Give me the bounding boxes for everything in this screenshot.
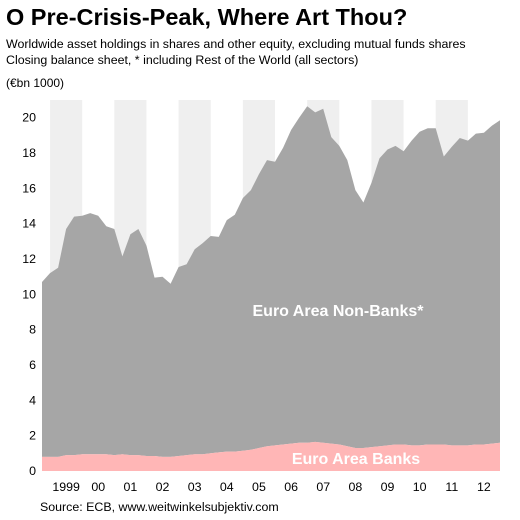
x-tick-label-07: 07: [316, 480, 330, 494]
x-tick-label-10: 10: [413, 480, 427, 494]
series-label-non-banks: Euro Area Non-Banks*: [253, 303, 425, 320]
x-tick-label-00: 00: [91, 480, 105, 494]
chart-subtitle-line-2: Closing balance sheet, * including Rest …: [6, 53, 359, 67]
y-tick-label-6: 6: [29, 358, 36, 372]
y-tick-label-20: 20: [22, 111, 36, 125]
x-tick-label-1999: 1999: [52, 480, 80, 494]
y-tick-label-12: 12: [22, 252, 36, 266]
series-label-banks: Euro Area Banks: [292, 451, 420, 468]
x-tick-label-12: 12: [477, 480, 491, 494]
x-tick-label-01: 01: [123, 480, 137, 494]
series-area-banks: [42, 441, 500, 471]
x-tick-label-02: 02: [156, 480, 170, 494]
x-tick-label-04: 04: [220, 480, 234, 494]
chart-title: O Pre-Crisis-Peak, Where Art Thou?: [6, 4, 408, 30]
x-tick-label-05: 05: [252, 480, 266, 494]
x-tick-label-03: 03: [188, 480, 202, 494]
y-tick-label-16: 16: [22, 181, 36, 195]
y-tick-label-0: 0: [29, 464, 36, 478]
x-tick-label-09: 09: [381, 480, 395, 494]
y-tick-label-2: 2: [29, 429, 36, 443]
x-tick-label-06: 06: [284, 480, 298, 494]
y-tick-label-10: 10: [22, 287, 36, 301]
x-axis-tick-labels: 1999 00 01 02 03 04 05 06 07 08 09 10 11 12: [52, 480, 491, 494]
x-tick-label-08: 08: [348, 480, 362, 494]
chart-subtitle-line-1: Worldwide asset holdings in shares and o…: [6, 37, 466, 51]
chart-source: Source: ECB, www.weitwinkelsubjektiv.com: [40, 500, 279, 514]
y-tick-label-8: 8: [29, 323, 36, 337]
y-unit-label: (€bn 1000): [6, 76, 65, 90]
y-tick-label-18: 18: [22, 146, 36, 160]
y-tick-label-4: 4: [29, 393, 36, 407]
x-tick-label-11: 11: [445, 480, 458, 494]
y-tick-label-14: 14: [22, 217, 36, 231]
series-area-non-banks: [42, 106, 500, 457]
y-axis-tick-labels: 0 2 4 6 8 10 12 14 16 18 20: [22, 111, 36, 478]
